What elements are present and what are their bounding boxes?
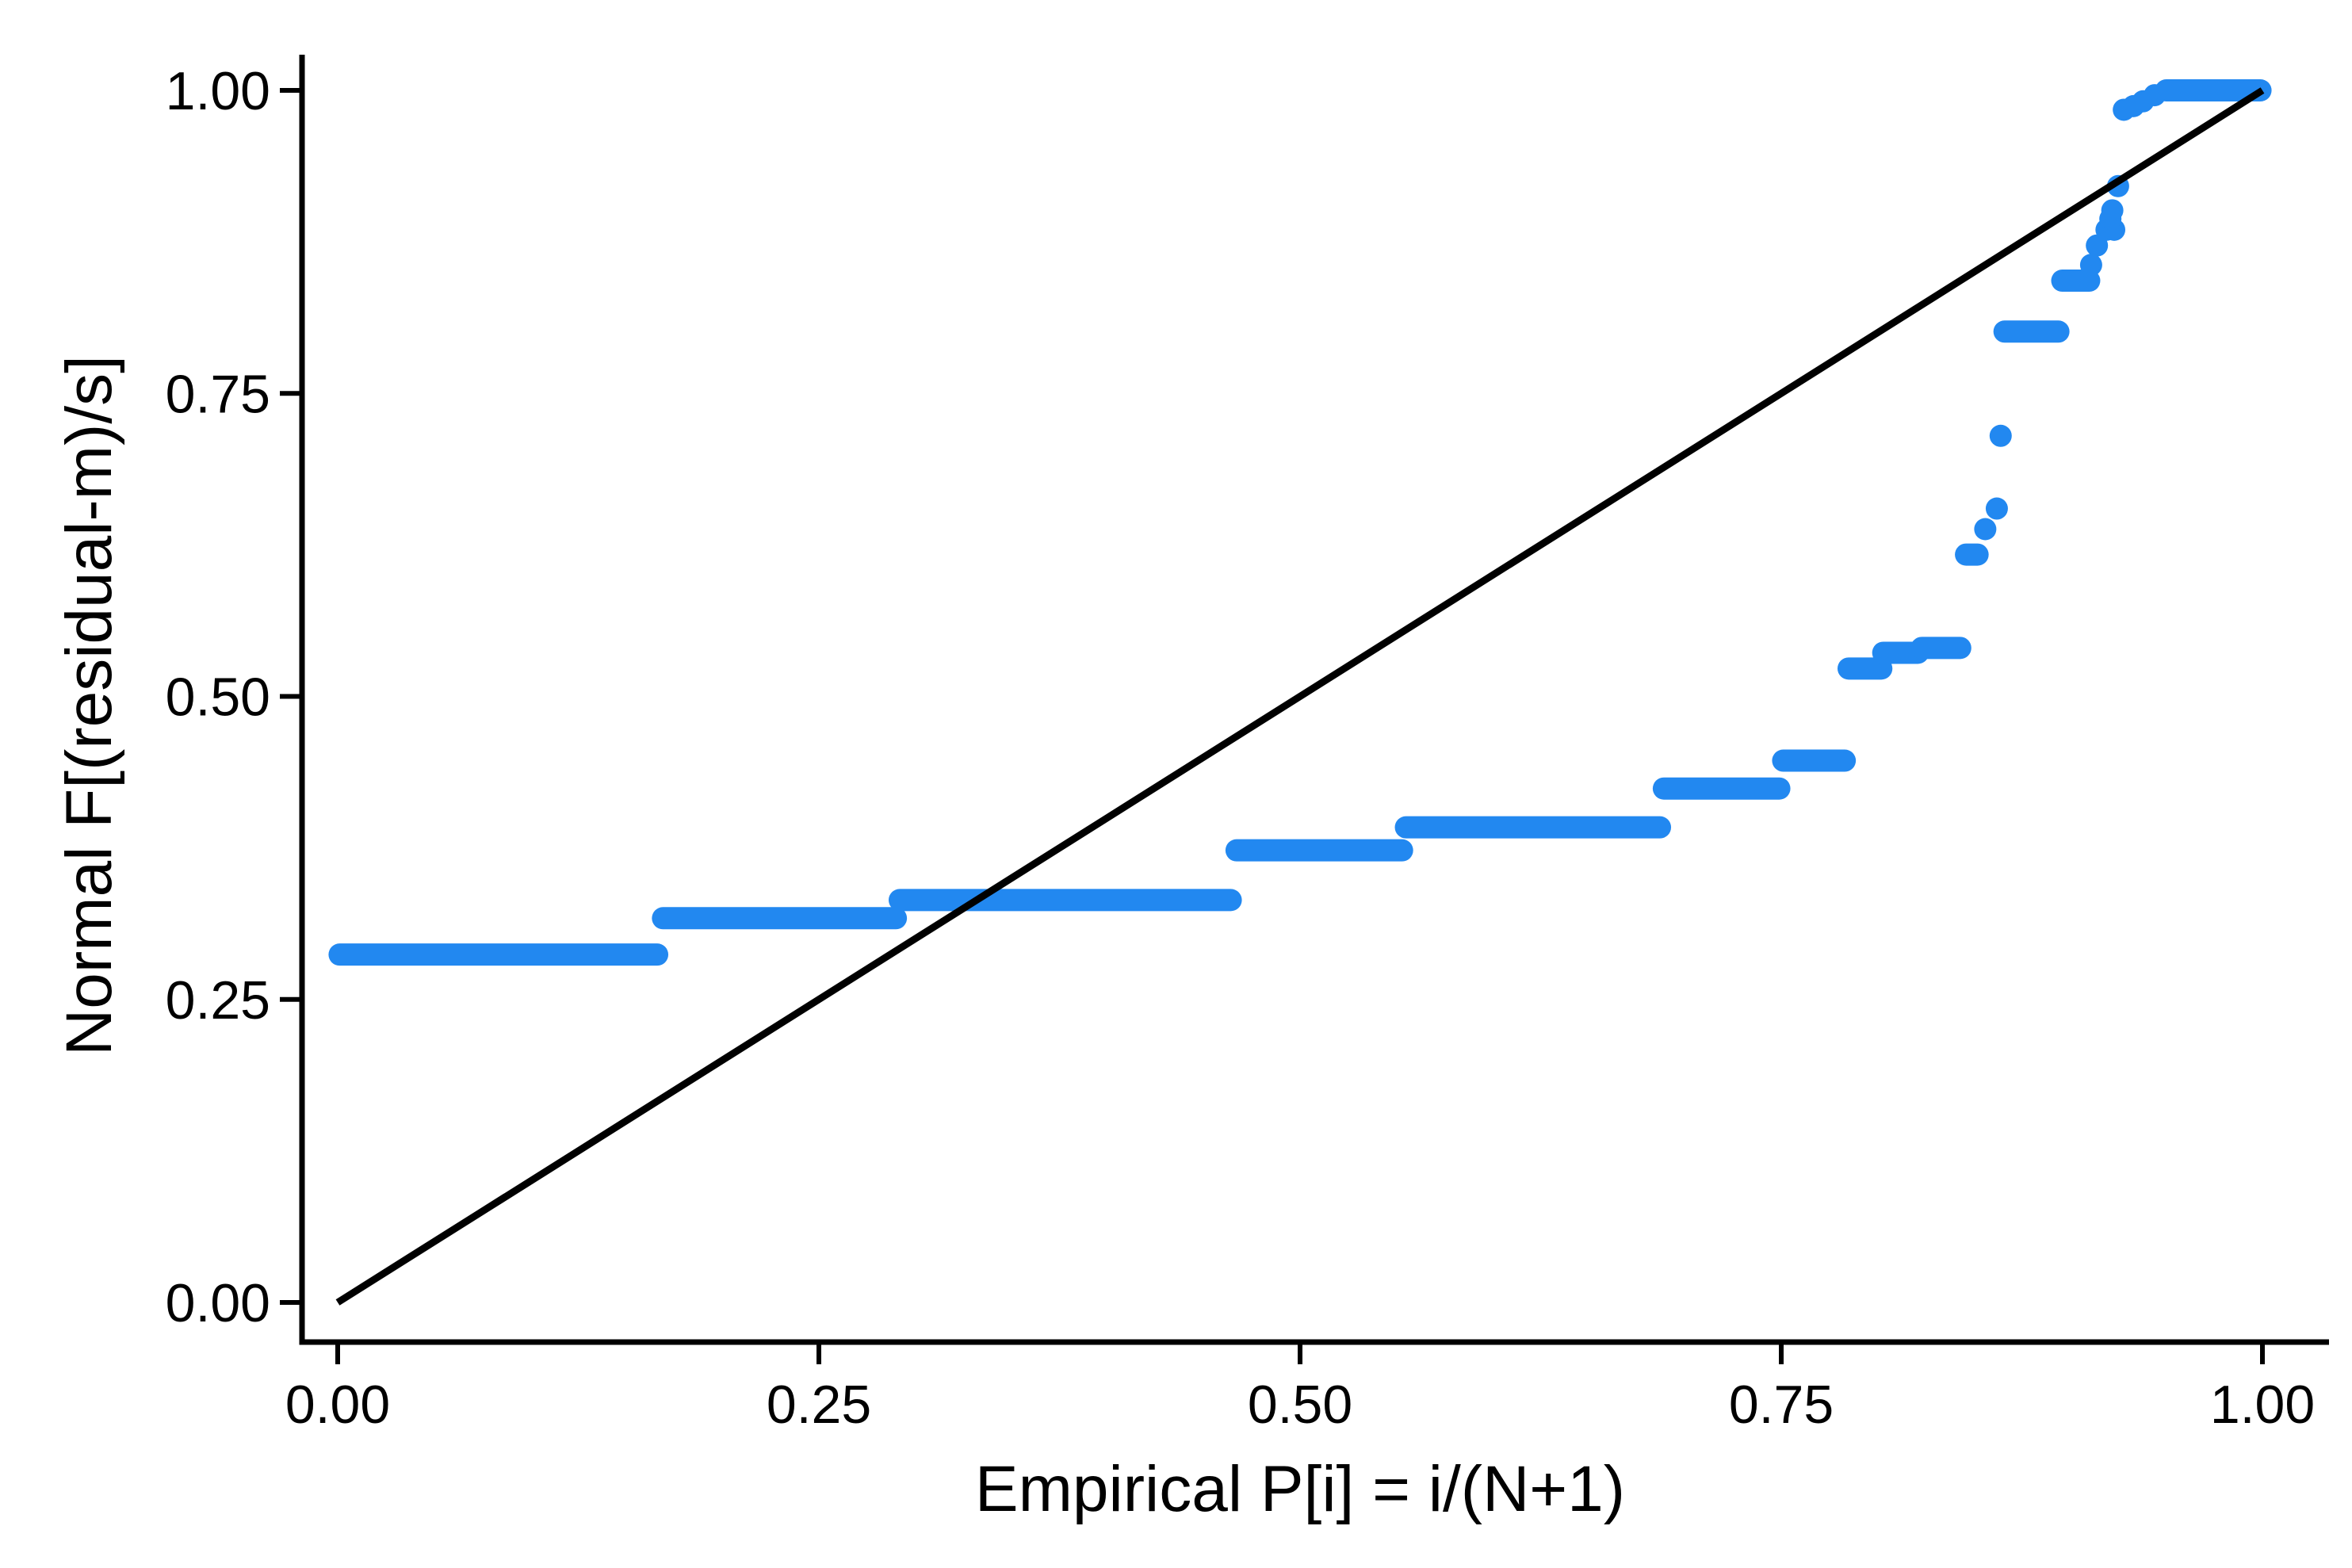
data-point (1989, 424, 2012, 447)
series-layer (328, 79, 2272, 966)
y-tick-label: 0.25 (166, 970, 270, 1031)
x-tick-label: 0.00 (285, 1375, 390, 1435)
data-point (1974, 518, 1997, 541)
axis-layer: 0.00 0.25 0.50 0.75 1.00 0.00 0.25 0.50 0.75 1.00 (166, 55, 2329, 1435)
axis-frame (299, 55, 2329, 1345)
y-axis-title: Normal F[(residual-m)/s] (53, 355, 125, 1056)
data-point (2144, 84, 2167, 107)
x-tick-label: 0.75 (1729, 1375, 1834, 1435)
data-point (2079, 254, 2102, 277)
data-point (1985, 497, 2008, 520)
reference-line (335, 87, 2265, 1306)
x-tick-label: 0.25 (767, 1375, 871, 1435)
y-tick-label: 0.75 (166, 364, 270, 424)
reference-line-layer (335, 87, 2265, 1306)
y-tick-label: 0.50 (166, 667, 270, 728)
x-axis-title: Empirical P[i] = i/(N+1) (975, 1453, 1625, 1525)
x-tick-label: 0.50 (1248, 1375, 1352, 1435)
y-tick-label: 0.00 (166, 1273, 270, 1333)
y-tick-label: 1.00 (166, 61, 270, 121)
data-point (2101, 199, 2124, 222)
x-tick-label: 1.00 (2210, 1375, 2315, 1435)
